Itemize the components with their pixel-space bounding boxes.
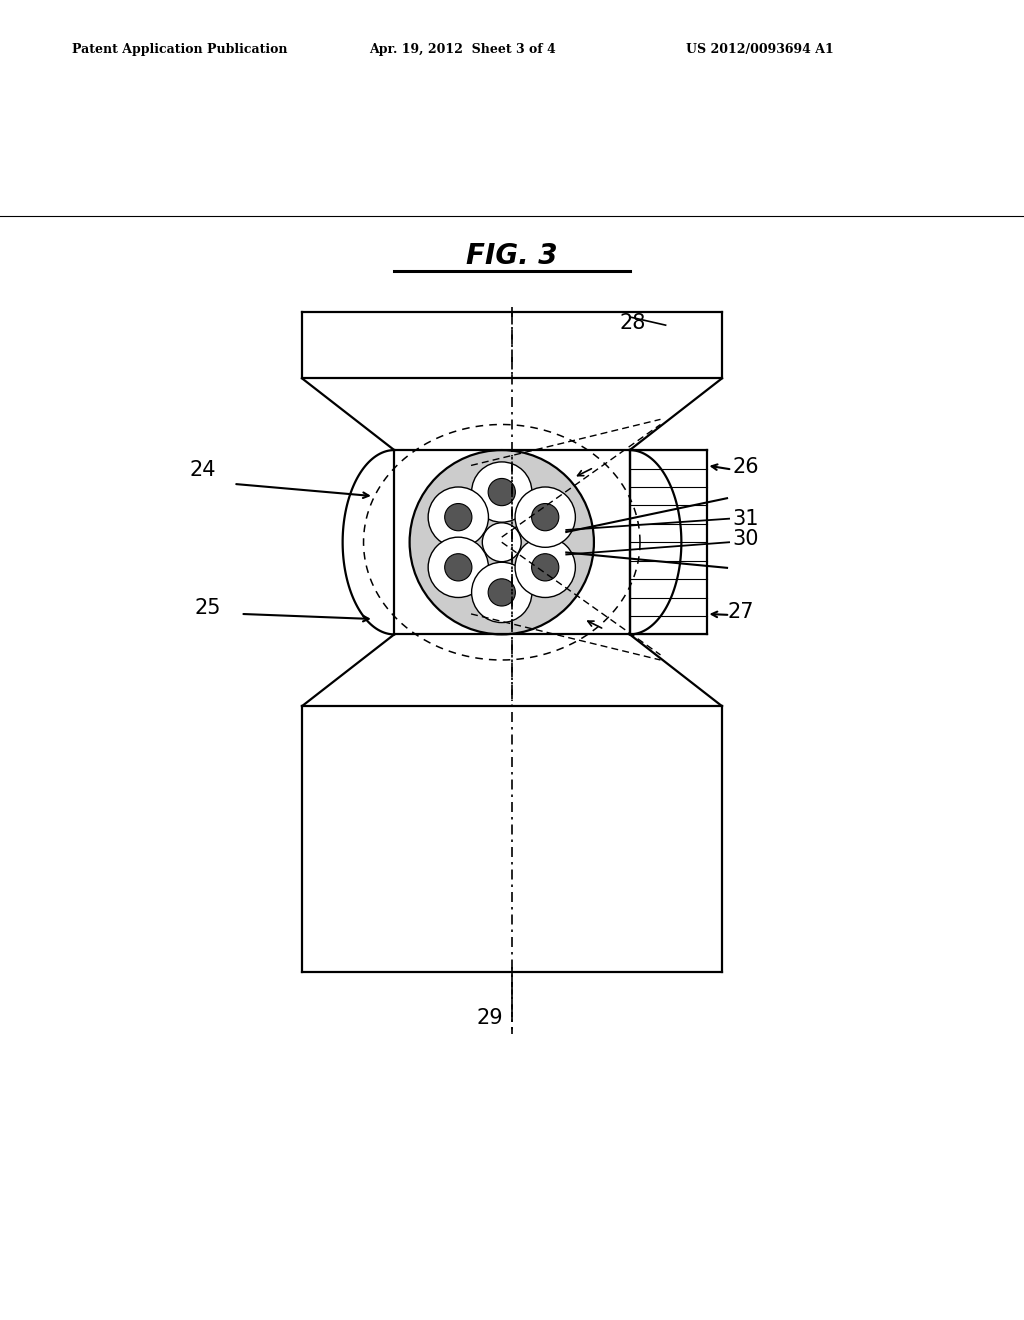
Circle shape [472, 462, 531, 523]
Circle shape [515, 537, 575, 598]
Text: US 2012/0093694 A1: US 2012/0093694 A1 [686, 42, 834, 55]
Circle shape [531, 553, 559, 581]
Text: 25: 25 [195, 598, 221, 618]
Text: 28: 28 [620, 313, 646, 333]
Circle shape [482, 523, 521, 562]
Text: 27: 27 [727, 602, 754, 622]
Circle shape [472, 562, 531, 623]
Circle shape [444, 553, 472, 581]
Text: 26: 26 [732, 457, 759, 477]
Text: Apr. 19, 2012  Sheet 3 of 4: Apr. 19, 2012 Sheet 3 of 4 [369, 42, 555, 55]
Text: 29: 29 [476, 1007, 503, 1027]
Text: 31: 31 [732, 508, 759, 529]
Text: 24: 24 [189, 459, 216, 479]
Text: Patent Application Publication: Patent Application Publication [72, 42, 287, 55]
Circle shape [488, 578, 515, 606]
Text: 30: 30 [732, 529, 759, 549]
Circle shape [515, 487, 575, 548]
Circle shape [410, 450, 594, 635]
Circle shape [428, 487, 488, 548]
Text: FIG. 3: FIG. 3 [466, 242, 558, 269]
Circle shape [444, 503, 472, 531]
Circle shape [428, 537, 488, 598]
Circle shape [488, 478, 515, 506]
Circle shape [531, 503, 559, 531]
